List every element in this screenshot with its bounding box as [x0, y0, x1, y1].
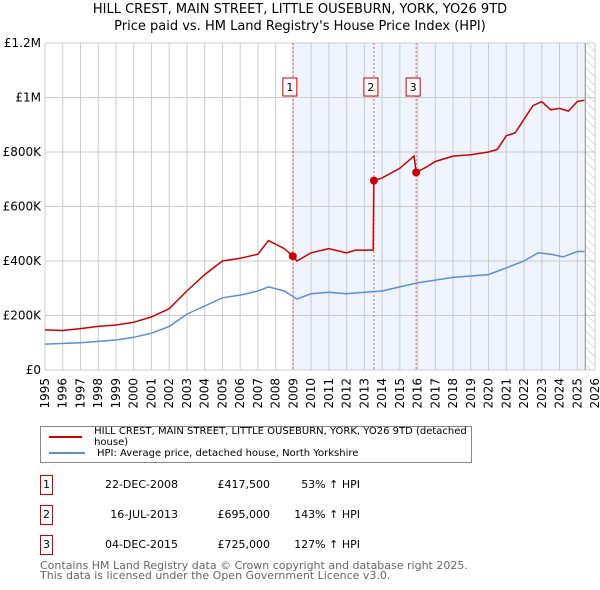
sale-price: £417,500 [217, 478, 271, 491]
footer-licence: This data is licensed under the Open Gov… [40, 569, 391, 582]
sale-hpi: 143% ↑ HPI [294, 508, 360, 521]
x-tick-label: 1999 [109, 378, 123, 409]
x-tick-label: 2006 [233, 378, 247, 409]
sale-price: £695,000 [217, 508, 271, 521]
legend-label: HPI: Average price, detached house, Nort… [97, 447, 359, 459]
sale-row: 1 22-DEC-2008 £417,500 53% ↑ HPI [40, 475, 440, 495]
sale-point [288, 252, 297, 261]
sale-label: 3 [410, 81, 417, 94]
sale-marker-box: 2 [40, 505, 53, 525]
x-tick-label: 1998 [91, 378, 105, 409]
x-tick-label: 2000 [127, 378, 141, 409]
x-tick-label: 2001 [144, 378, 158, 409]
sale-hpi: 53% ↑ HPI [301, 478, 360, 491]
footer-copyright: Contains HM Land Registry data © Crown c… [40, 559, 468, 572]
legend-item-property: HILL CREST, MAIN STREET, LITTLE OUSEBURN… [49, 426, 471, 448]
sale-point [369, 176, 378, 185]
y-tick-label: £200K [3, 309, 43, 323]
x-tick-label: 2011 [322, 378, 336, 409]
x-tick-label: 2021 [499, 378, 513, 409]
sale-hpi: 127% ↑ HPI [294, 538, 360, 551]
footer: Contains HM Land Registry data © Crown c… [40, 559, 468, 582]
x-tick-label: 2016 [411, 378, 425, 409]
legend-swatch-blue [49, 452, 85, 454]
sale-date: 22-DEC-2008 [104, 478, 178, 491]
x-tick-label: 2010 [304, 378, 318, 409]
sale-label: 2 [367, 81, 374, 94]
sale-label: 1 [286, 81, 293, 94]
y-tick-label: £0 [26, 363, 41, 377]
x-tick-label: 2023 [535, 378, 549, 409]
x-tick-label: 2012 [340, 378, 354, 409]
legend-swatch-red [49, 436, 83, 438]
sale-date: 16-JUL-2013 [110, 508, 178, 521]
legend-item-hpi: HPI: Average price, detached house, Nort… [49, 446, 358, 460]
chart-title: HILL CREST, MAIN STREET, LITTLE OUSEBURN… [92, 2, 508, 17]
y-tick-label: £400K [3, 254, 43, 268]
sale-date: 04-DEC-2015 [104, 538, 178, 551]
x-tick-label: 2009 [286, 378, 300, 409]
y-tick-label: £1.2M [4, 36, 41, 50]
x-tick-label: 2018 [446, 378, 460, 409]
x-tick-label: 2013 [357, 378, 371, 409]
x-tick-label: 2003 [180, 378, 194, 409]
x-tick-label: 2026 [588, 378, 600, 409]
sale-label-box [282, 77, 298, 97]
price-chart: 1995 1996 1997 1998 1999 2000 2001 2002 2003 2004… [3, 36, 600, 409]
y-tick-label: £800K [3, 145, 43, 159]
sale-marker-box: 1 [40, 475, 53, 495]
x-tick-label: 2022 [517, 378, 531, 409]
x-tick-label: 2002 [162, 378, 176, 409]
sale-price: £725,000 [217, 538, 271, 551]
x-tick-label: 2014 [375, 378, 389, 409]
sale-label-box [405, 77, 421, 97]
x-tick-label: 2004 [198, 378, 212, 409]
x-tick-label: 2020 [482, 378, 496, 409]
x-tick-label: 2017 [428, 378, 442, 409]
sale-label-box [363, 77, 379, 97]
x-tick-label: 1995 [38, 378, 52, 409]
legend-label: HILL CREST, MAIN STREET, LITTLE OUSEBURN… [94, 426, 467, 448]
sale-row: 2 16-JUL-2013 £695,000 143% ↑ HPI [40, 505, 440, 525]
chart-subtitle: Price paid vs. HM Land Registry's House … [114, 19, 486, 34]
sale-row: 3 04-DEC-2015 £725,000 127% ↑ HPI [40, 535, 440, 555]
x-tick-label: 2008 [269, 378, 283, 409]
x-tick-label: 1996 [56, 378, 70, 409]
x-tick-label: 2007 [251, 378, 265, 409]
y-tick-label: £1M [15, 91, 41, 105]
y-tick-label: £600K [3, 200, 43, 214]
sale-point [412, 168, 421, 177]
sale-marker-box: 3 [40, 535, 53, 555]
series-line [44, 99, 585, 332]
series-line [44, 250, 585, 345]
x-tick-label: 2024 [553, 378, 567, 409]
legend: HILL CREST, MAIN STREET, LITTLE OUSEBURN… [40, 426, 472, 463]
x-tick-label: 2025 [570, 378, 584, 409]
x-tick-label: 2019 [464, 378, 478, 409]
x-tick-label: 1997 [73, 378, 87, 409]
x-tick-label: 2015 [393, 378, 407, 409]
x-tick-label: 2005 [215, 378, 229, 409]
